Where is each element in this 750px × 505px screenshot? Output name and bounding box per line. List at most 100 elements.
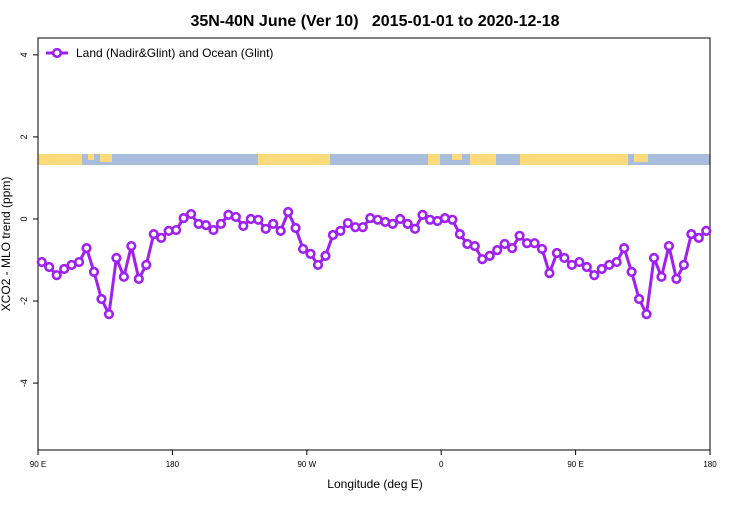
data-point	[126, 240, 137, 252]
data-point	[619, 243, 630, 254]
data-point	[656, 271, 667, 282]
legend-label: Land (Nadir&Glint) and Ocean (Glint)	[76, 46, 273, 60]
data-point	[589, 270, 600, 281]
y-tick-label: 4	[19, 52, 29, 57]
data-point	[185, 208, 197, 220]
chart-title: 35N-40N June (Ver 10) 2015-01-01 to 2020…	[190, 13, 559, 30]
data-point	[297, 243, 309, 255]
data-point	[417, 209, 428, 220]
data-point	[507, 243, 518, 254]
data-point	[320, 250, 331, 262]
data-point	[335, 225, 346, 236]
data-point	[596, 263, 607, 275]
data-point	[357, 222, 368, 233]
data-point	[260, 223, 271, 234]
data-point	[230, 211, 241, 223]
data-point	[492, 245, 503, 256]
land	[38, 154, 82, 165]
data-point	[290, 222, 301, 234]
data-point	[469, 240, 480, 252]
data-point	[499, 238, 510, 250]
data-point	[268, 218, 279, 229]
data-point	[648, 252, 660, 264]
data-point	[81, 243, 92, 254]
data-point	[88, 266, 100, 278]
ocean	[38, 154, 710, 165]
data-point	[44, 261, 55, 273]
x-tick-label: 0	[439, 460, 444, 469]
data-point	[253, 214, 264, 225]
data-point	[103, 309, 115, 320]
data-point	[402, 218, 413, 229]
data-point	[118, 271, 129, 282]
data-point	[387, 218, 398, 229]
y-tick-label: -2	[19, 297, 29, 305]
data-point	[514, 230, 525, 241]
data-point	[36, 256, 47, 268]
land-ocean-strip	[38, 154, 710, 165]
data-point	[409, 223, 421, 234]
data-point	[678, 259, 689, 271]
data-point	[178, 213, 189, 224]
data-point	[275, 225, 286, 236]
data-point	[671, 273, 682, 284]
plot-frame	[37, 37, 711, 451]
data-point	[544, 268, 555, 279]
data-point	[312, 259, 324, 271]
y-tick-label: 2	[19, 134, 29, 139]
data-point	[238, 220, 249, 232]
data-point	[641, 309, 652, 320]
data-point	[156, 232, 167, 243]
data-point	[59, 263, 70, 275]
y-axis-label: XCO2 - MLO trend (ppm)	[0, 177, 13, 312]
data-point	[447, 214, 458, 225]
data-point	[305, 248, 316, 259]
land	[88, 154, 94, 160]
y-tick-label: 0	[19, 216, 29, 221]
data-point	[283, 206, 294, 218]
data-point	[454, 229, 465, 240]
data-point	[73, 256, 85, 268]
data-point	[536, 243, 548, 255]
data-point	[559, 252, 570, 264]
data-point	[529, 238, 540, 249]
x-tick-label: 90 E	[30, 460, 46, 469]
land	[520, 154, 628, 165]
data-point	[327, 229, 339, 241]
x-tick-label: 180	[703, 460, 717, 469]
y-tick-label: -4	[19, 379, 29, 387]
legend-marker	[51, 47, 63, 59]
data-point	[141, 259, 152, 271]
data-point	[701, 225, 712, 236]
data-point	[581, 261, 592, 273]
data-point	[611, 256, 622, 268]
data-point	[484, 250, 495, 262]
data-point	[171, 224, 182, 236]
data-point	[551, 247, 563, 259]
data-point	[693, 232, 704, 243]
land	[470, 154, 496, 165]
data-point	[342, 217, 353, 229]
land	[258, 154, 330, 165]
x-tick-label: 90 W	[297, 460, 316, 469]
land	[452, 154, 462, 160]
data-point	[215, 218, 227, 229]
data-point	[686, 229, 697, 240]
data-point	[663, 240, 675, 252]
data-point	[133, 273, 144, 284]
data-point	[626, 266, 637, 278]
land	[428, 154, 440, 165]
x-axis-label: Longitude (deg E)	[327, 477, 422, 491]
land	[634, 154, 648, 162]
x-tick-label: 180	[166, 460, 180, 469]
data-point	[633, 293, 645, 305]
data-point	[395, 213, 406, 225]
data-point	[111, 252, 122, 264]
land	[100, 154, 112, 162]
data-point	[200, 220, 212, 231]
x-tick-label: 90 E	[567, 460, 583, 469]
data-point	[51, 270, 62, 281]
